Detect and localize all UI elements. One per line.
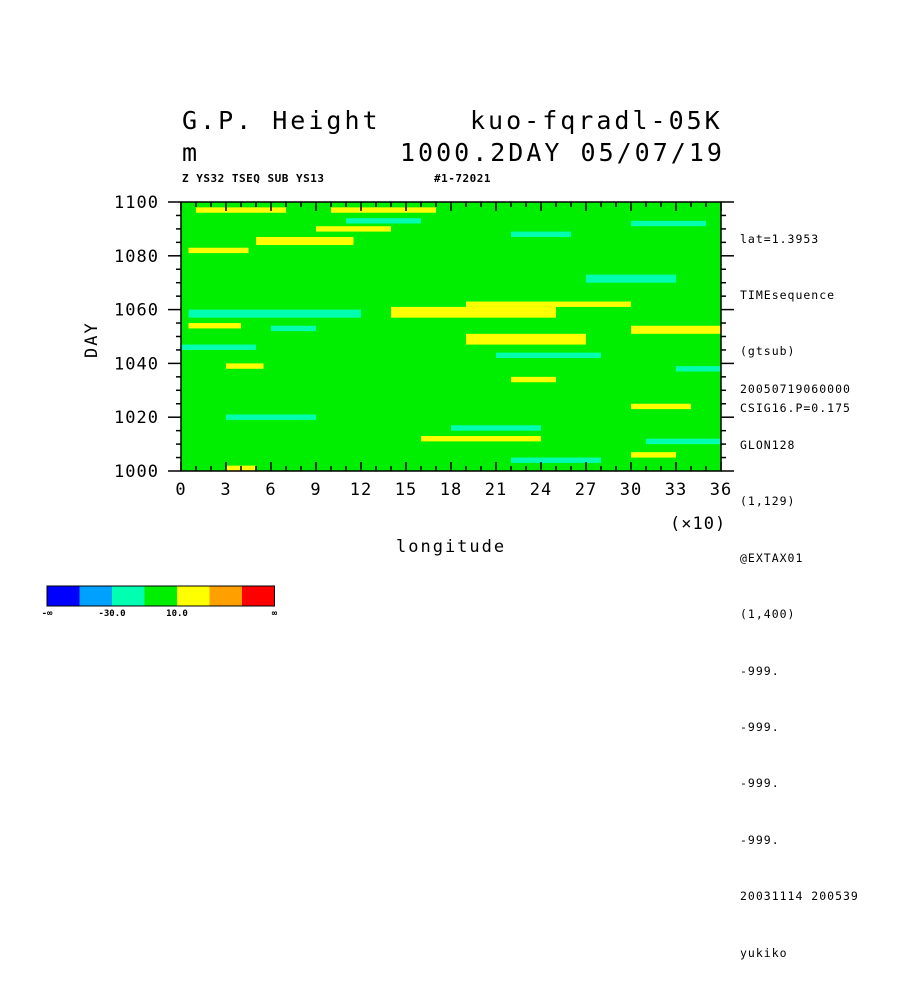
side-info-line: -999. [740, 776, 780, 791]
x-tick-label: 27 [575, 480, 597, 500]
heatmap-cell-cyan [451, 425, 541, 431]
colorbar-swatch [79, 586, 112, 606]
heatmap-cell-cyan [511, 457, 601, 463]
x-axis-scale-note: (×10) [670, 514, 727, 534]
y-tick-label: 1080 [114, 247, 159, 267]
colorbar-swatch [177, 586, 210, 606]
heatmap-cell-yellow [188, 323, 241, 329]
heatmap-chart: 0 3 6 9 12 15 18 21 24 27 30 33 36100010201040106010… [42, 193, 734, 619]
heatmap-cell-yellow [226, 363, 264, 369]
heatmap-cell-cyan [181, 344, 256, 350]
heatmap-cell-yellow [331, 207, 436, 213]
heatmap-cell-yellow [631, 452, 676, 458]
x-tick-label: 24 [530, 480, 552, 500]
x-tick-label: 30 [620, 480, 642, 500]
heatmap-cell-yellow [316, 226, 391, 232]
run-id: #1-72021 [434, 172, 491, 185]
colorbar-swatch [47, 586, 80, 606]
colorbar-label: ∞ [272, 609, 278, 619]
colorbar-label: -30.0 [98, 609, 125, 619]
level-date-label: 1000.2DAY 05/07/19 [400, 138, 725, 167]
heatmap-cell-yellow [466, 301, 631, 307]
colorbar-label: 10.0 [166, 609, 188, 619]
side-info-line: @EXTAX01 [740, 550, 804, 565]
heatmap-cell-cyan [631, 220, 706, 227]
x-tick-label: 33 [665, 480, 687, 500]
colorbar-label: -∞ [42, 609, 53, 619]
x-tick-label: 6 [265, 480, 276, 500]
heatmap-cell-cyan [346, 218, 421, 224]
heatmap-cell-cyan [496, 352, 601, 359]
side-info-line: (gtsub) [740, 344, 796, 359]
x-tick-label: 18 [440, 480, 462, 500]
chart-title: G.P. Height [182, 106, 381, 135]
side-info-line: -999. [740, 832, 780, 847]
heatmap-cell-cyan [511, 231, 571, 237]
side-info-line: lat=1.3953 [740, 231, 820, 246]
heatmap-cell-cyan [188, 309, 361, 318]
heatmap-cell-yellow [631, 325, 721, 334]
heatmap-cell-yellow [196, 207, 286, 213]
x-tick-label: 12 [350, 480, 372, 500]
y-tick-label: 1040 [114, 354, 159, 374]
y-tick-label: 1020 [114, 408, 159, 428]
heatmap-cell-cyan [226, 414, 316, 420]
heatmap-cell-yellow [391, 306, 556, 318]
x-tick-label: 0 [175, 480, 186, 500]
side-info-line: GLON128 [740, 437, 796, 452]
side-info-line: -999. [740, 719, 780, 734]
heatmap-cell-cyan [586, 274, 676, 283]
variable-descriptor: Z YS32 TSEQ SUB YS13 [182, 172, 325, 185]
colorbar-swatch [209, 586, 242, 606]
side-info-top: lat=1.3953 TIMEsequence (gtsub) CSIG16.P… [740, 192, 851, 436]
side-info-bottom: 20050719060000 GLON128 (1,129) @EXTAX01 … [740, 342, 859, 981]
side-info-line: -999. [740, 663, 780, 678]
heatmap-cell-yellow [188, 247, 249, 254]
x-tick-label: 15 [395, 480, 417, 500]
side-info-line: 20031114 200539 [740, 889, 859, 904]
x-axis-title: longitude [396, 537, 507, 557]
side-info-line: CSIG16.P=0.175 [740, 400, 851, 415]
side-info-line: yukiko [740, 945, 788, 960]
colorbar-swatch [112, 586, 145, 606]
heatmap-cell-yellow [466, 333, 586, 345]
colorbar-swatch [242, 586, 275, 606]
y-tick-label: 1100 [114, 193, 159, 213]
colorbar-swatch [144, 586, 177, 606]
experiment-name: kuo-fqradl-05K [470, 106, 723, 135]
side-info-line: TIMEsequence [740, 287, 836, 302]
y-tick-label: 1000 [114, 462, 159, 482]
heatmap-cell-yellow [631, 403, 691, 410]
heatmap-patches [181, 207, 721, 471]
heatmap-cell-cyan [676, 366, 721, 372]
x-tick-label: 3 [220, 480, 231, 500]
x-tick-label: 36 [710, 480, 732, 500]
y-tick-label: 1060 [114, 301, 159, 321]
y-axis-title: DAY [82, 321, 102, 358]
colorbar: -∞ -30.0 10.0 ∞ [42, 585, 278, 619]
units-label: m [182, 138, 201, 167]
x-tick-label: 9 [310, 480, 321, 500]
heatmap-cell-cyan [271, 325, 316, 332]
colorbar-frame [46, 585, 275, 607]
heatmap-cell-yellow [256, 236, 354, 246]
heatmap-cell-cyan [646, 438, 721, 445]
side-info-line: 20050719060000 [740, 381, 851, 396]
heatmap-cell-yellow [421, 436, 541, 442]
side-info-line: (1,129) [740, 494, 796, 509]
heatmap-cell-yellow [511, 376, 556, 383]
side-info-line: (1,400) [740, 607, 796, 622]
chart-axes: 0 3 6 9 12 15 18 21 24 27 30 33 36100010201040106010… [114, 193, 734, 500]
x-tick-label: 21 [485, 480, 507, 500]
